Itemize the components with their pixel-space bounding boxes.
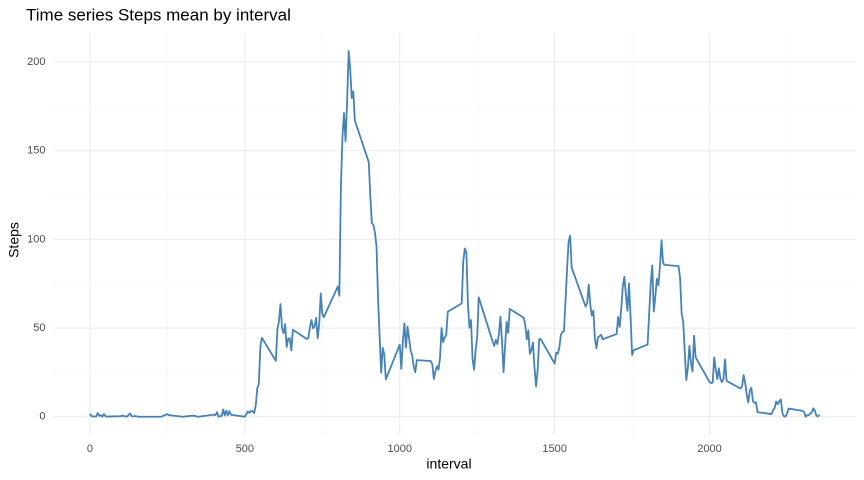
y-tick-label: 50 <box>33 322 45 334</box>
x-tick-label: 2000 <box>697 443 721 455</box>
x-tick-label: 1000 <box>388 443 412 455</box>
chart-title: Time series Steps mean by interval <box>26 5 291 24</box>
y-tick-label: 150 <box>27 145 45 157</box>
x-tick-label: 500 <box>236 443 254 455</box>
x-tick-label: 1500 <box>542 443 566 455</box>
data-line <box>89 50 821 418</box>
y-tick-label: 0 <box>39 411 45 423</box>
x-tick-label: 0 <box>87 443 93 455</box>
y-tick-label: 100 <box>27 233 45 245</box>
y-axis-label: Steps <box>6 222 22 258</box>
x-axis-label: interval <box>426 456 471 472</box>
y-tick-label: 200 <box>27 56 45 68</box>
